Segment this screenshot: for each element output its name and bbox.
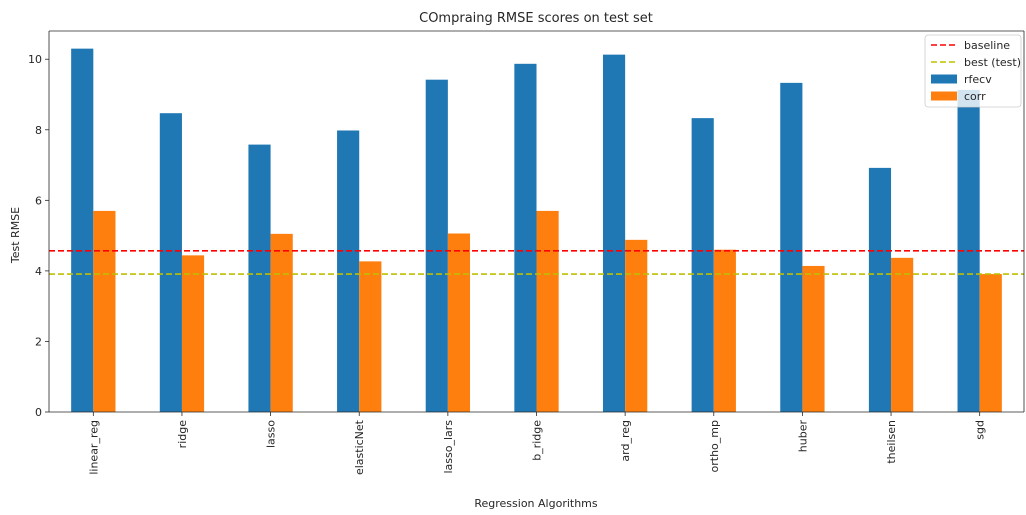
x-tick-label: huber [796,420,809,453]
x-tick-label: ortho_mp [708,420,721,472]
bar-rfecv-theilsen [868,167,892,412]
x-tick-label: theilsen [885,420,898,464]
y-tick-label: 2 [35,335,42,348]
plot-area: 0 2 4 6 8 10 linear_reg ridge lasso elasticNet las… [28,30,1025,475]
bar-rfecv-ridge [159,113,182,413]
legend-label-rfecv: rfecv [964,73,992,86]
x-axis-label: Regression Algorithms [474,497,598,510]
bar-corr-elasticNet [359,261,382,412]
x-tick-label: lasso_lars [442,420,455,474]
legend-swatch-rfecv [931,74,957,84]
y-tick-label: 8 [35,124,42,137]
x-tick-label: sgd [974,420,987,440]
bar-rfecv-ard_reg [602,54,626,413]
chart-title: COmpraing RMSE scores on test set [419,11,653,26]
legend-label-corr: corr [964,90,986,103]
bar-corr-ortho_mp [713,249,736,412]
bar-rfecv-elasticNet [337,130,360,412]
bar-corr-linear_reg [93,210,116,412]
bar-corr-huber [802,265,825,412]
y-axis-label: Test RMSE [9,207,22,264]
bar-corr-theilsen [891,257,914,412]
y-tick-label: 0 [35,406,42,419]
bar-rfecv-b_ridge [514,63,537,412]
y-tick-label: 6 [35,194,42,207]
bar-corr-lasso_lars [447,233,471,412]
bar-rfecv-lasso [248,144,271,412]
bar-corr-lasso [270,233,293,412]
bar-rfecv-huber [780,82,803,412]
bar-corr-ard_reg [625,239,648,412]
x-tick-label: ard_reg [619,420,632,462]
legend: baseline best (test) rfecv corr [924,34,1022,108]
legend-label-baseline: baseline [964,39,1010,52]
x-tick-label: lasso [265,420,278,448]
x-tick-label: linear_reg [87,420,100,475]
x-tick-label: elasticNet [353,419,366,475]
bar-rfecv-linear_reg [71,48,94,413]
y-tick-label: 10 [28,53,42,66]
legend-box [924,34,1022,108]
bar-corr-b_ridge [536,210,559,412]
bar-rfecv-ortho_mp [691,118,714,412]
bar-corr-ridge [181,255,205,412]
bar-rfecv-lasso_lars [425,79,448,412]
legend-swatch-corr [931,91,957,101]
bar-corr-sgd [979,274,1002,412]
legend-label-best-test: best (test) [964,56,1021,69]
x-tick-label: ridge [176,420,189,449]
x-tick-label: b_ridge [531,420,544,461]
y-tick-label: 4 [35,265,42,278]
